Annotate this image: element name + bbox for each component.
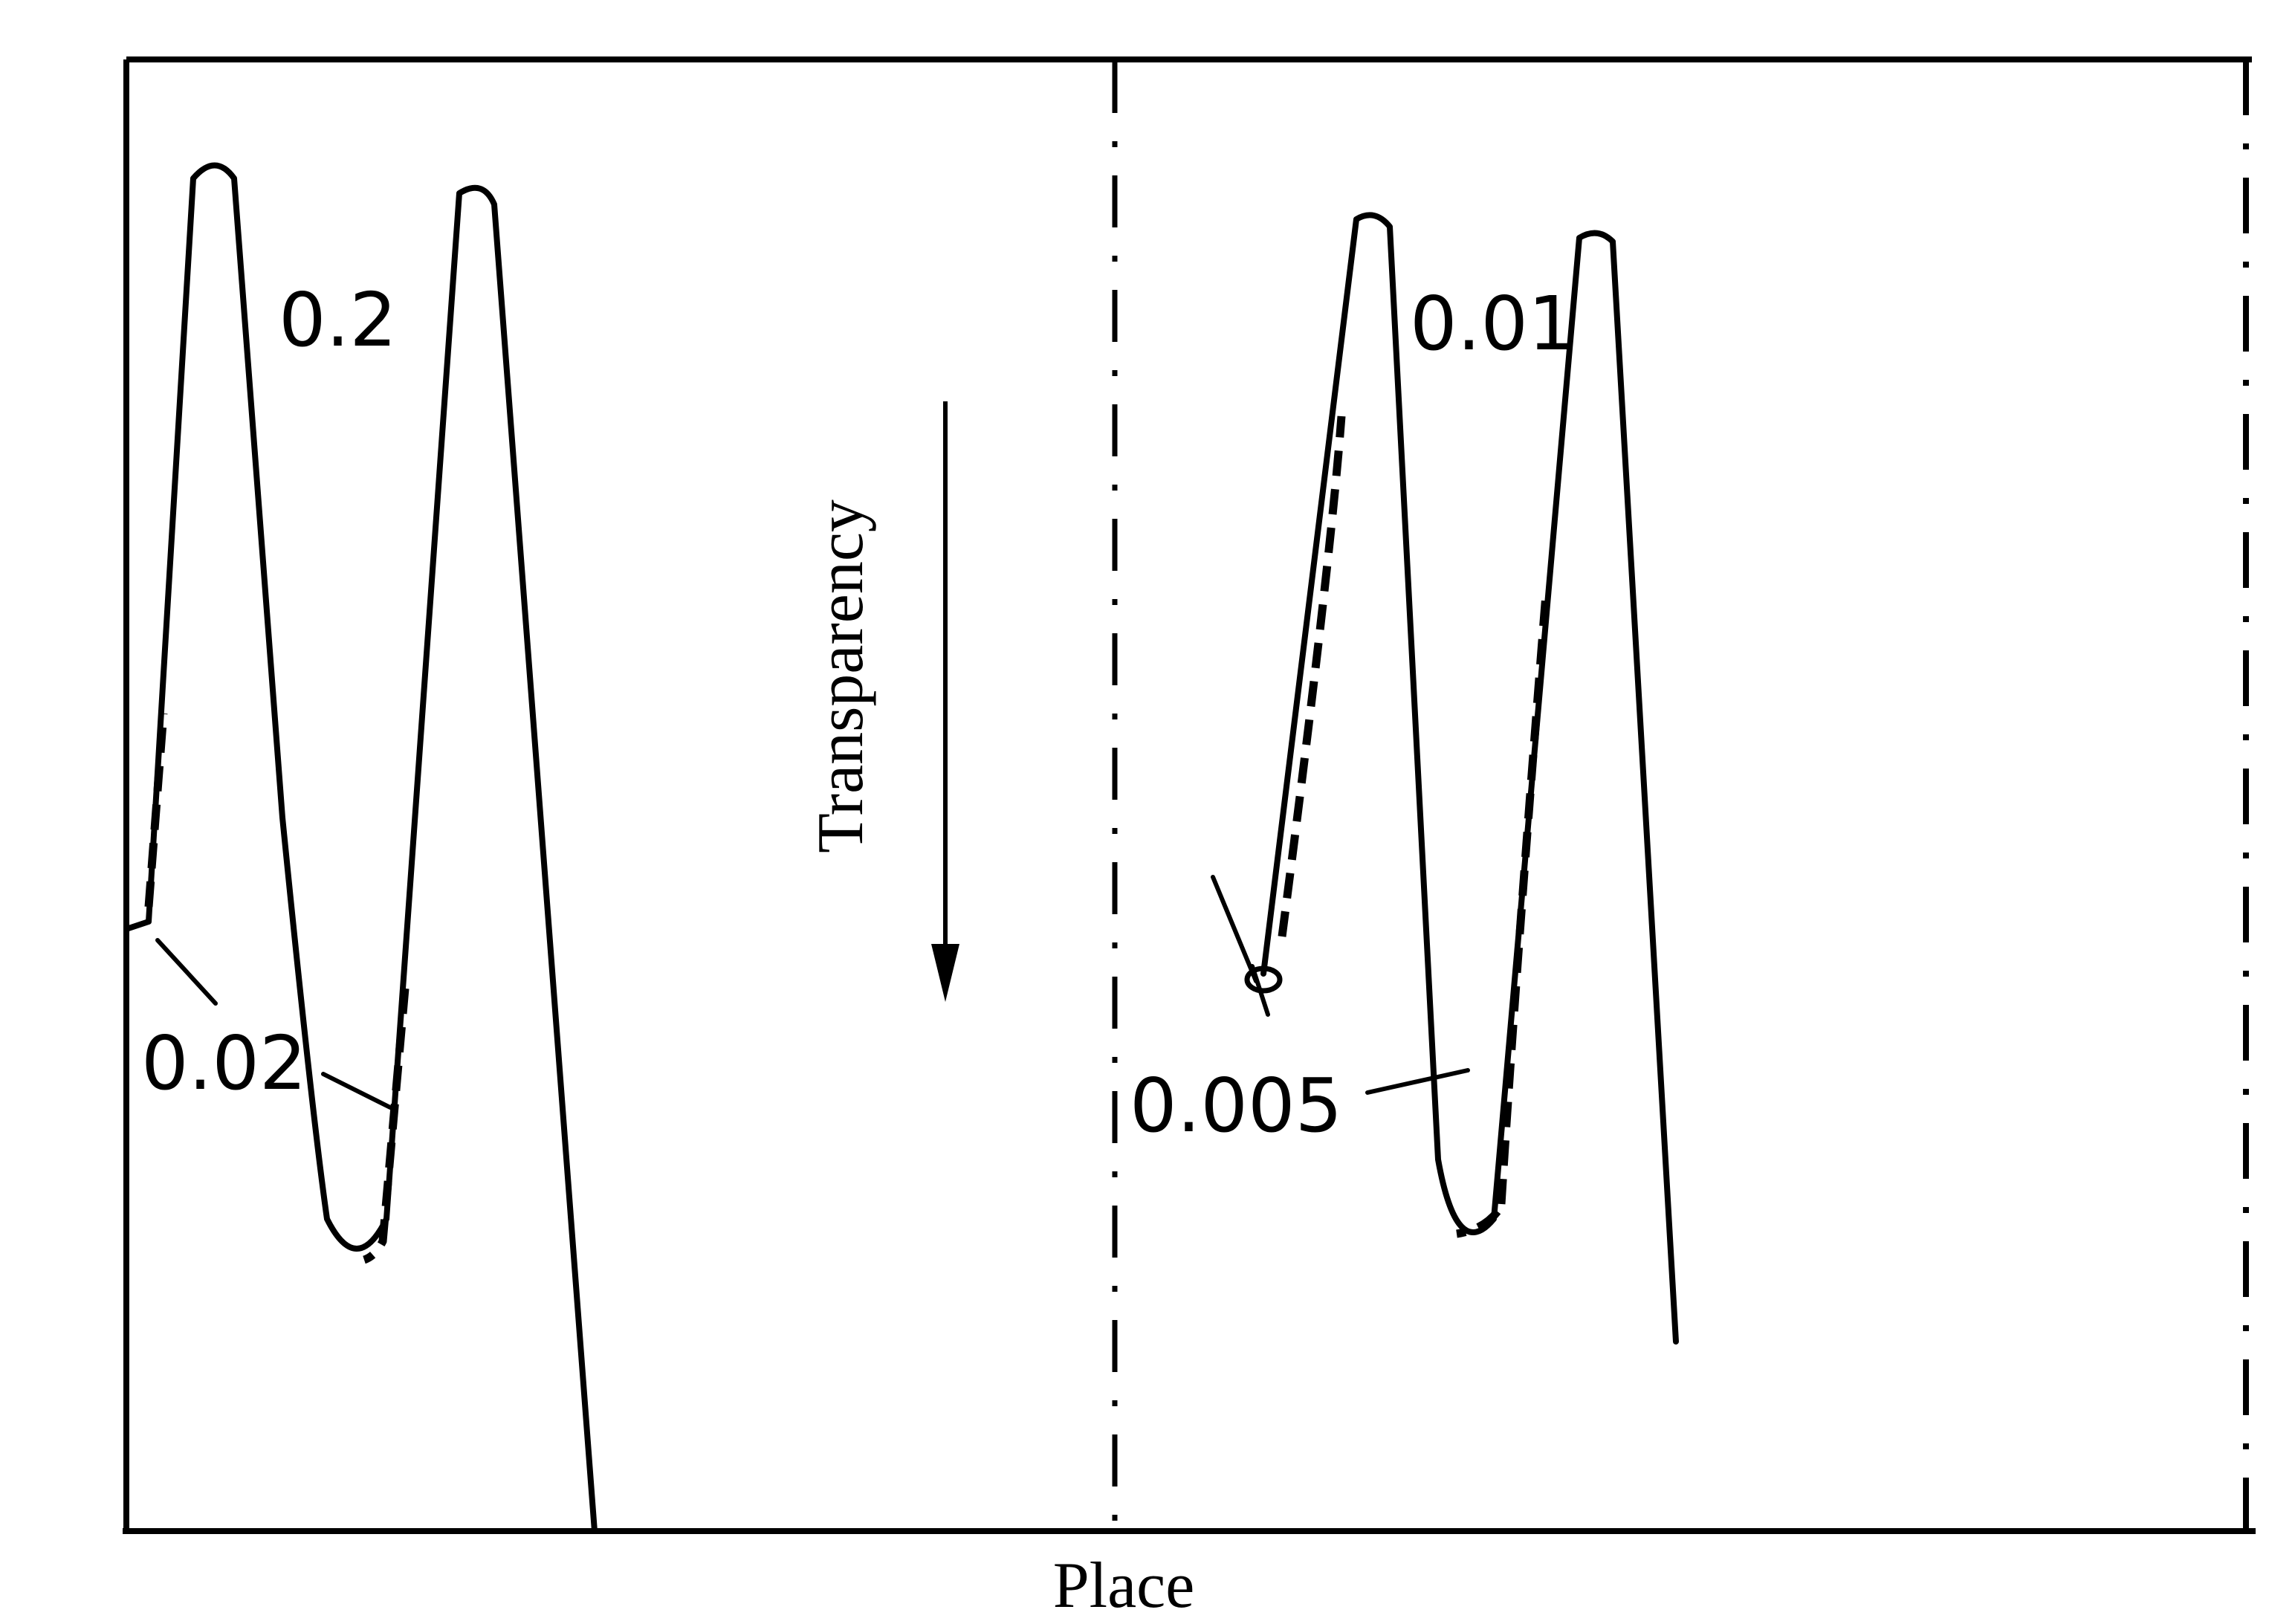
- plot-frame: [123, 56, 2256, 1534]
- curve-label-0.02: 0.02: [141, 1020, 307, 1107]
- curve-label-0.005: 0.005: [1130, 1062, 1342, 1149]
- leader-0.005-c: [1365, 1068, 1470, 1095]
- y-axis-title: Transparency: [805, 499, 877, 853]
- curve-0.02: [144, 713, 410, 1264]
- curve-0.005: [1278, 415, 1550, 1238]
- y-axis-arrow: [931, 401, 959, 1002]
- curve-0.01: [1260, 212, 1679, 1345]
- curve-label-0.01: 0.01: [1410, 280, 1576, 367]
- leader-0.02-a: [155, 938, 218, 1006]
- curve-0.2: [123, 162, 598, 1534]
- curve-marker-0.005: [1244, 965, 1283, 994]
- x-axis-title: Place: [1053, 1550, 1195, 1622]
- curve-label-0.2: 0.2: [279, 276, 397, 363]
- leader-0.02-b: [321, 1072, 392, 1110]
- leader-0.005-b: [1211, 875, 1258, 983]
